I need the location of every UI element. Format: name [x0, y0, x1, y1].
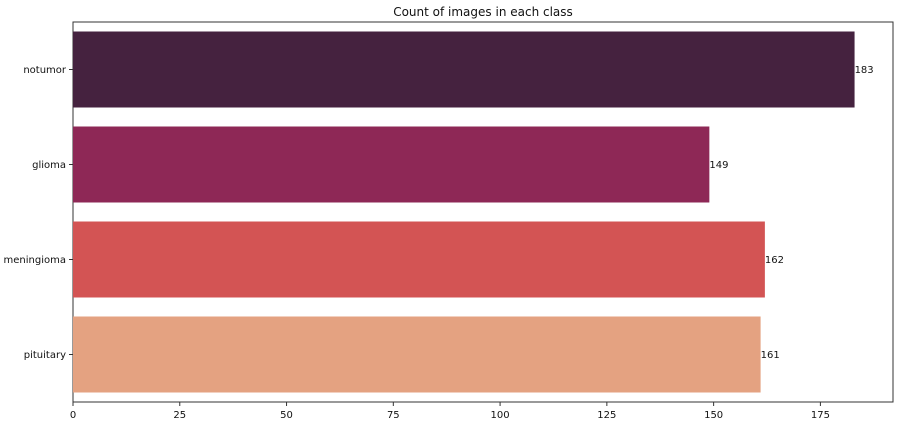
data-labels: 183 149 162 161	[709, 65, 873, 361]
x-axis-ticks: 0 25 50 75 100 125 150 175	[70, 402, 830, 421]
x-tick-label: 50	[280, 410, 293, 421]
x-tick-label: 175	[811, 410, 830, 421]
bar-meningioma	[73, 221, 765, 298]
chart-title: Count of images in each class	[393, 5, 573, 19]
bar-glioma	[73, 126, 710, 203]
bar-pituitary	[73, 316, 761, 393]
data-label: 149	[709, 160, 728, 171]
y-tick-label: pituitary	[24, 350, 66, 361]
bar-notumor	[73, 31, 855, 108]
x-tick-label: 25	[173, 410, 186, 421]
x-tick-label: 75	[387, 410, 400, 421]
plot-frame	[72, 21, 894, 403]
x-tick-label: 0	[70, 410, 76, 421]
x-tick-label: 125	[597, 410, 616, 421]
data-label: 183	[855, 65, 874, 76]
x-tick-label: 100	[491, 410, 510, 421]
y-tick-label: notumor	[23, 65, 67, 76]
y-tick-labels: notumor glioma meningioma pituitary	[4, 65, 73, 361]
y-tick-label: glioma	[32, 160, 66, 171]
x-tick-label: 150	[704, 410, 723, 421]
data-label: 161	[761, 350, 780, 361]
data-label: 162	[765, 255, 784, 266]
y-tick-label: meningioma	[4, 255, 66, 266]
bars-layer	[73, 31, 855, 393]
